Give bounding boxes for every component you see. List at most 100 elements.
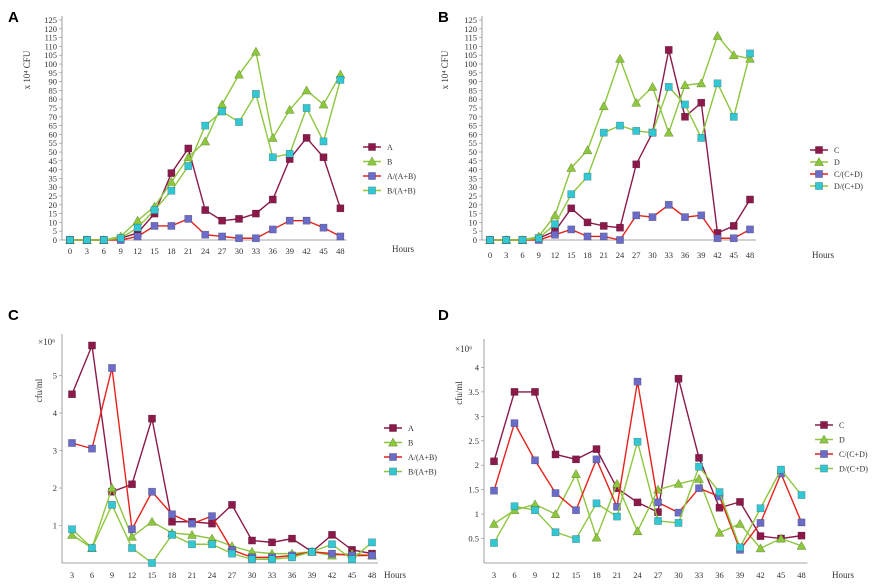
y-tick-label-14: 70: [469, 112, 478, 122]
point-a-6: [167, 169, 176, 177]
point-a-a-b-15: [319, 223, 328, 232]
x-tick-label-11: 36: [715, 570, 724, 580]
legend-label-d: D: [839, 436, 845, 445]
y-tick-label-0: 0: [53, 235, 57, 245]
point-d-3: [550, 509, 561, 518]
point-b-a-b-11: [252, 90, 260, 98]
point-a-a-b-7: [208, 512, 216, 520]
legend-label-d: D: [834, 158, 840, 167]
point-d-0: [489, 518, 499, 528]
point-d-c-d-9: [674, 519, 683, 527]
point-d-c-d-12: [681, 100, 689, 109]
point-a-a-b-2: [108, 364, 116, 372]
x-tick-label-15: 45: [319, 246, 328, 256]
point-a-5: [168, 517, 176, 526]
point-c-12: [736, 498, 744, 506]
series-line-b-a-b: [71, 503, 373, 564]
x-tick-label-1: 6: [90, 570, 94, 580]
y-tick-label-1: 1: [475, 509, 479, 519]
x-axis-label: Hours: [384, 570, 406, 580]
point-d-c-d-7: [633, 437, 642, 446]
y-tick-label-21: 105: [44, 50, 57, 60]
point-a-12: [268, 195, 277, 204]
x-tick-label-11: 33: [665, 250, 674, 260]
legend-label-c-c-d: C/(C+D): [839, 450, 868, 459]
series-line-a-a-b: [71, 367, 372, 559]
point-a-9: [218, 216, 226, 225]
point-b-8: [200, 136, 211, 146]
point-b-a-b-15: [319, 137, 328, 146]
point-d-c-d-4: [572, 535, 580, 543]
point-d-9: [631, 97, 642, 107]
legend-label-d-c-d: D/(C+D): [839, 465, 868, 474]
y-axis-label: cfu/ml: [454, 381, 464, 405]
x-tick-label-11: 36: [288, 570, 297, 580]
point-d-10: [694, 473, 704, 483]
point-b-6: [187, 529, 197, 539]
x-tick-label-12: 39: [308, 570, 317, 580]
y-tick-label-7: 35: [49, 173, 58, 183]
point-c-c-d-12: [681, 213, 689, 221]
point-legend-b-0: [367, 156, 377, 166]
y-tick-label-20: 100: [44, 59, 57, 69]
point-b-a-b-2: [99, 236, 108, 244]
point-a-a-b-11: [252, 234, 260, 243]
x-tick-label-2: 9: [533, 570, 537, 580]
panel-letter: C: [8, 307, 19, 324]
x-tick-label-4: 15: [572, 570, 581, 580]
point-legend-b-0: [388, 437, 398, 447]
point-c-c-d-6: [613, 502, 621, 511]
point-a-a-b-13: [285, 216, 294, 225]
y-tick-label-16: 80: [49, 94, 58, 104]
y-tick-label-6: 3.5: [468, 387, 479, 397]
point-c-1: [510, 388, 519, 396]
y-tick-label-18: 90: [49, 77, 58, 87]
y-tick-label-3: 15: [469, 209, 478, 219]
point-c-c-d-14: [713, 234, 722, 243]
point-d-c-d-6: [583, 172, 592, 181]
point-legend-c-0: [820, 421, 828, 429]
y-tick-label-23: 115: [45, 33, 57, 43]
point-d-c-d-15: [797, 491, 806, 499]
x-tick-label-16: 48: [336, 246, 345, 256]
point-b-4: [147, 516, 157, 526]
point-b-a-b-11: [288, 553, 296, 562]
y-axis-label: cfu/ml: [34, 378, 44, 402]
legend-label-b: B: [408, 439, 413, 448]
point-c-8: [654, 508, 662, 517]
point-b-9: [217, 99, 227, 109]
point-d-c-d-10: [648, 128, 657, 137]
x-tick-label-2: 6: [102, 246, 106, 256]
point-b-a-b-12: [268, 153, 277, 162]
point-d-6: [612, 478, 622, 488]
point-a-a-b-6: [188, 519, 196, 528]
y-tick-label-16: 80: [469, 94, 478, 104]
point-b-a-b-10: [235, 118, 243, 126]
y-tick-label-14: 70: [49, 112, 58, 122]
y-tick-label-15: 75: [469, 103, 478, 113]
y-tick-label-5: 3: [475, 411, 479, 421]
point-legend-c-0: [815, 146, 823, 154]
point-a-a-b-3: [128, 525, 136, 534]
point-legend-c-c-d-0: [815, 170, 823, 178]
x-tick-label-3: 9: [537, 250, 541, 260]
x-tick-label-13: 39: [285, 246, 294, 256]
point-c-0: [490, 457, 498, 466]
x-tick-label-8: 24: [201, 246, 210, 256]
point-c-c-d-1: [510, 419, 519, 428]
legend-label-d-c-d: D/(C+D): [834, 182, 863, 191]
series-line-d: [493, 472, 802, 550]
point-c-6: [583, 218, 592, 227]
legend-label-c-c-d: C/(C+D): [834, 170, 863, 179]
y-tick-label-22: 110: [45, 41, 57, 51]
y-tick-label-25: 125: [464, 15, 477, 25]
point-c-15: [729, 222, 738, 230]
point-d-c-d-14: [713, 79, 722, 88]
point-c-13: [697, 98, 706, 107]
point-legend-b-a-b-0: [368, 186, 376, 195]
point-c-c-d-9: [632, 211, 641, 220]
x-tick-label-3: 9: [119, 246, 123, 256]
point-a-16: [336, 204, 345, 213]
point-d-c-d-14: [777, 465, 785, 474]
y-tick-label-2: 10: [469, 217, 478, 227]
